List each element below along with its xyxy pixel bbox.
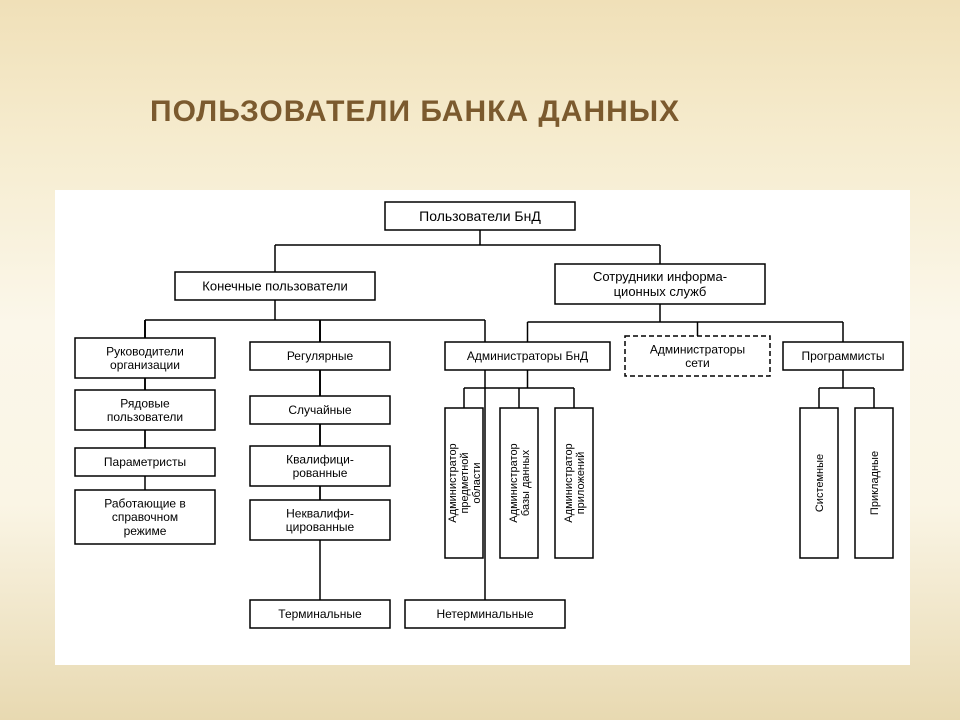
node-nonterminal: Нетерминальные xyxy=(405,600,565,628)
node-label: Администраторы БнД xyxy=(467,349,588,363)
node-label: Терминальные xyxy=(278,607,362,621)
node-qualified: Квалифици-рованные xyxy=(250,446,390,486)
node-it_staff: Сотрудники информа-ционных служб xyxy=(555,264,765,304)
node-label: Программисты xyxy=(801,349,884,363)
node-leaders: Руководителиорганизации xyxy=(75,338,215,378)
node-app_prog: Прикладные xyxy=(855,408,893,558)
slide: ПОЛЬЗОВАТЕЛИ БАНКА ДАННЫХ Пользователи Б… xyxy=(0,0,960,720)
node-label: Квалифици-рованные xyxy=(286,452,354,480)
node-casual: Случайные xyxy=(250,396,390,424)
node-adm_subject: Администраторпредметнойобласти xyxy=(445,408,483,558)
node-programmers: Программисты xyxy=(783,342,903,370)
org-chart-svg: Пользователи БнД Конечные пользователи Сот… xyxy=(55,190,910,665)
node-ordinary: Рядовыепользователи xyxy=(75,390,215,430)
node-label: Случайные xyxy=(288,403,352,417)
node-label: Регулярные xyxy=(287,349,354,363)
node-db_admins: Администраторы БнД xyxy=(445,342,610,370)
node-label: Прикладные xyxy=(869,451,881,515)
node-label: Администраторбазы данных xyxy=(508,443,532,522)
node-net_admins: Администраторысети xyxy=(625,336,770,376)
node-adm_apps: Администраторприложений xyxy=(555,408,593,558)
node-sys_prog: Системные xyxy=(800,408,838,558)
node-label: Пользователи БнД xyxy=(419,208,541,224)
node-root: Пользователи БнД xyxy=(385,202,575,230)
node-terminal: Терминальные xyxy=(250,600,390,628)
node-help_mode: Работающие всправочномрежиме xyxy=(75,490,215,544)
node-label: Нетерминальные xyxy=(436,607,533,621)
node-label: Конечные пользователи xyxy=(202,279,347,294)
node-label: Неквалифи-цированные xyxy=(286,506,355,534)
node-label: Руководителиорганизации xyxy=(106,344,184,372)
node-end_users: Конечные пользователи xyxy=(175,272,375,300)
page-title: ПОЛЬЗОВАТЕЛИ БАНКА ДАННЫХ xyxy=(150,95,680,129)
node-regular: Регулярные xyxy=(250,342,390,370)
node-label: Администраторприложений xyxy=(563,443,587,522)
node-label: Параметристы xyxy=(104,455,186,469)
node-unqualified: Неквалифи-цированные xyxy=(250,500,390,540)
node-param: Параметристы xyxy=(75,448,215,476)
node-label: Системные xyxy=(814,454,826,512)
node-adm_base: Администраторбазы данных xyxy=(500,408,538,558)
diagram-panel: Пользователи БнД Конечные пользователи Сот… xyxy=(55,190,910,665)
